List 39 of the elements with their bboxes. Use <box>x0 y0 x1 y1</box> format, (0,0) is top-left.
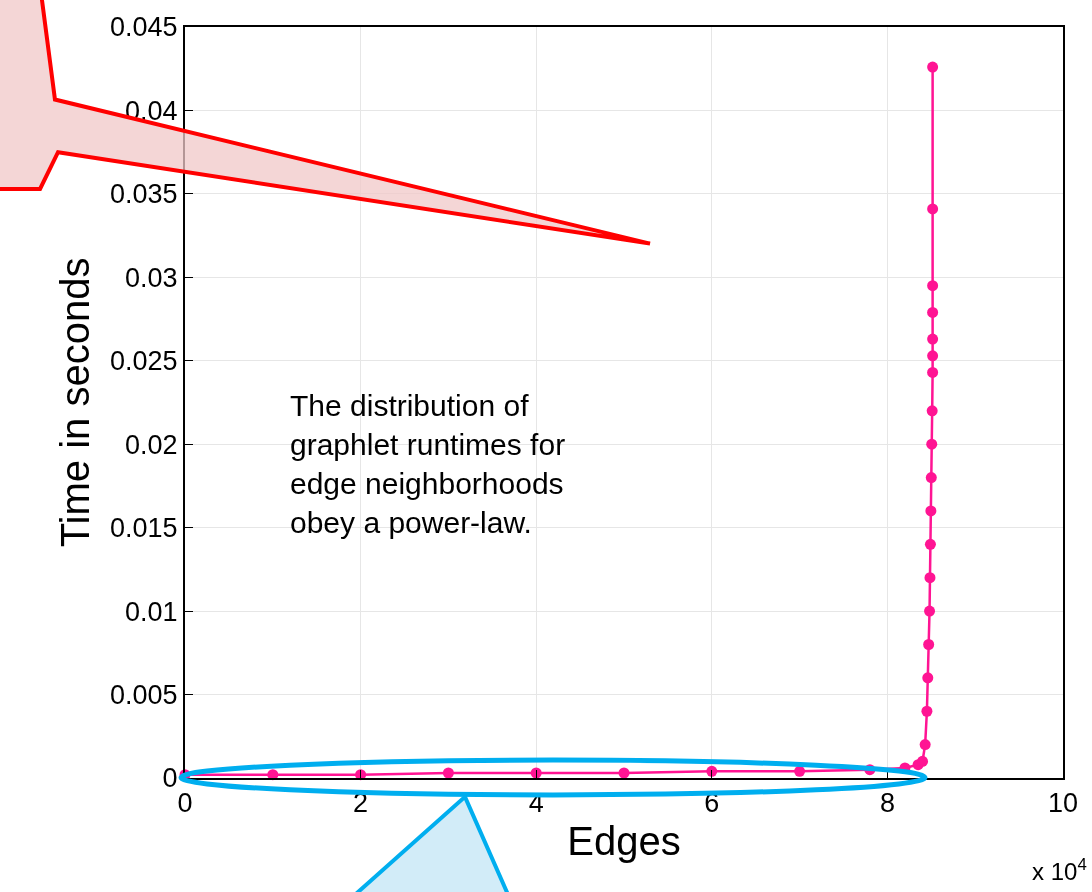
point <box>926 405 938 417</box>
point <box>924 605 936 617</box>
point <box>530 767 542 779</box>
point <box>927 306 939 318</box>
point <box>923 638 935 650</box>
point <box>922 672 934 684</box>
point <box>917 755 929 767</box>
x-axis-title: Edges <box>567 819 681 864</box>
point <box>921 705 933 717</box>
point <box>927 350 939 362</box>
x-tick-label: 10 <box>1047 788 1079 819</box>
point <box>927 333 939 345</box>
y-tick-label: 0.045 <box>110 12 178 43</box>
y-axis-title: Time in seconds <box>53 257 98 548</box>
point <box>926 438 938 450</box>
y-tick-label: 0.025 <box>110 346 178 377</box>
y-tick-label: 0.035 <box>110 179 178 210</box>
y-tick-label: 0.02 <box>125 429 178 460</box>
point <box>927 280 939 292</box>
point <box>927 203 939 215</box>
y-tick-label: 0.015 <box>110 513 178 544</box>
point <box>706 765 718 777</box>
text: x 10$^{4}$ <box>1032 855 1087 886</box>
point <box>927 366 939 378</box>
y-tick-label: 0.01 <box>125 596 178 627</box>
point <box>925 472 937 484</box>
point <box>924 572 936 584</box>
annotation: The distribution of graphlet runtimes for edge neighborhoods obey a power-law. <box>290 389 566 539</box>
point <box>924 538 936 550</box>
y-tick-label: 0.005 <box>110 680 178 711</box>
x-tick-label: 8 <box>879 788 895 819</box>
point <box>925 505 937 517</box>
point <box>919 739 931 751</box>
point <box>618 767 630 779</box>
y-tick-label: 0.03 <box>125 262 178 293</box>
point <box>442 767 454 779</box>
point <box>927 61 939 73</box>
point <box>794 765 806 777</box>
y-tick-label: 0 <box>162 763 178 794</box>
